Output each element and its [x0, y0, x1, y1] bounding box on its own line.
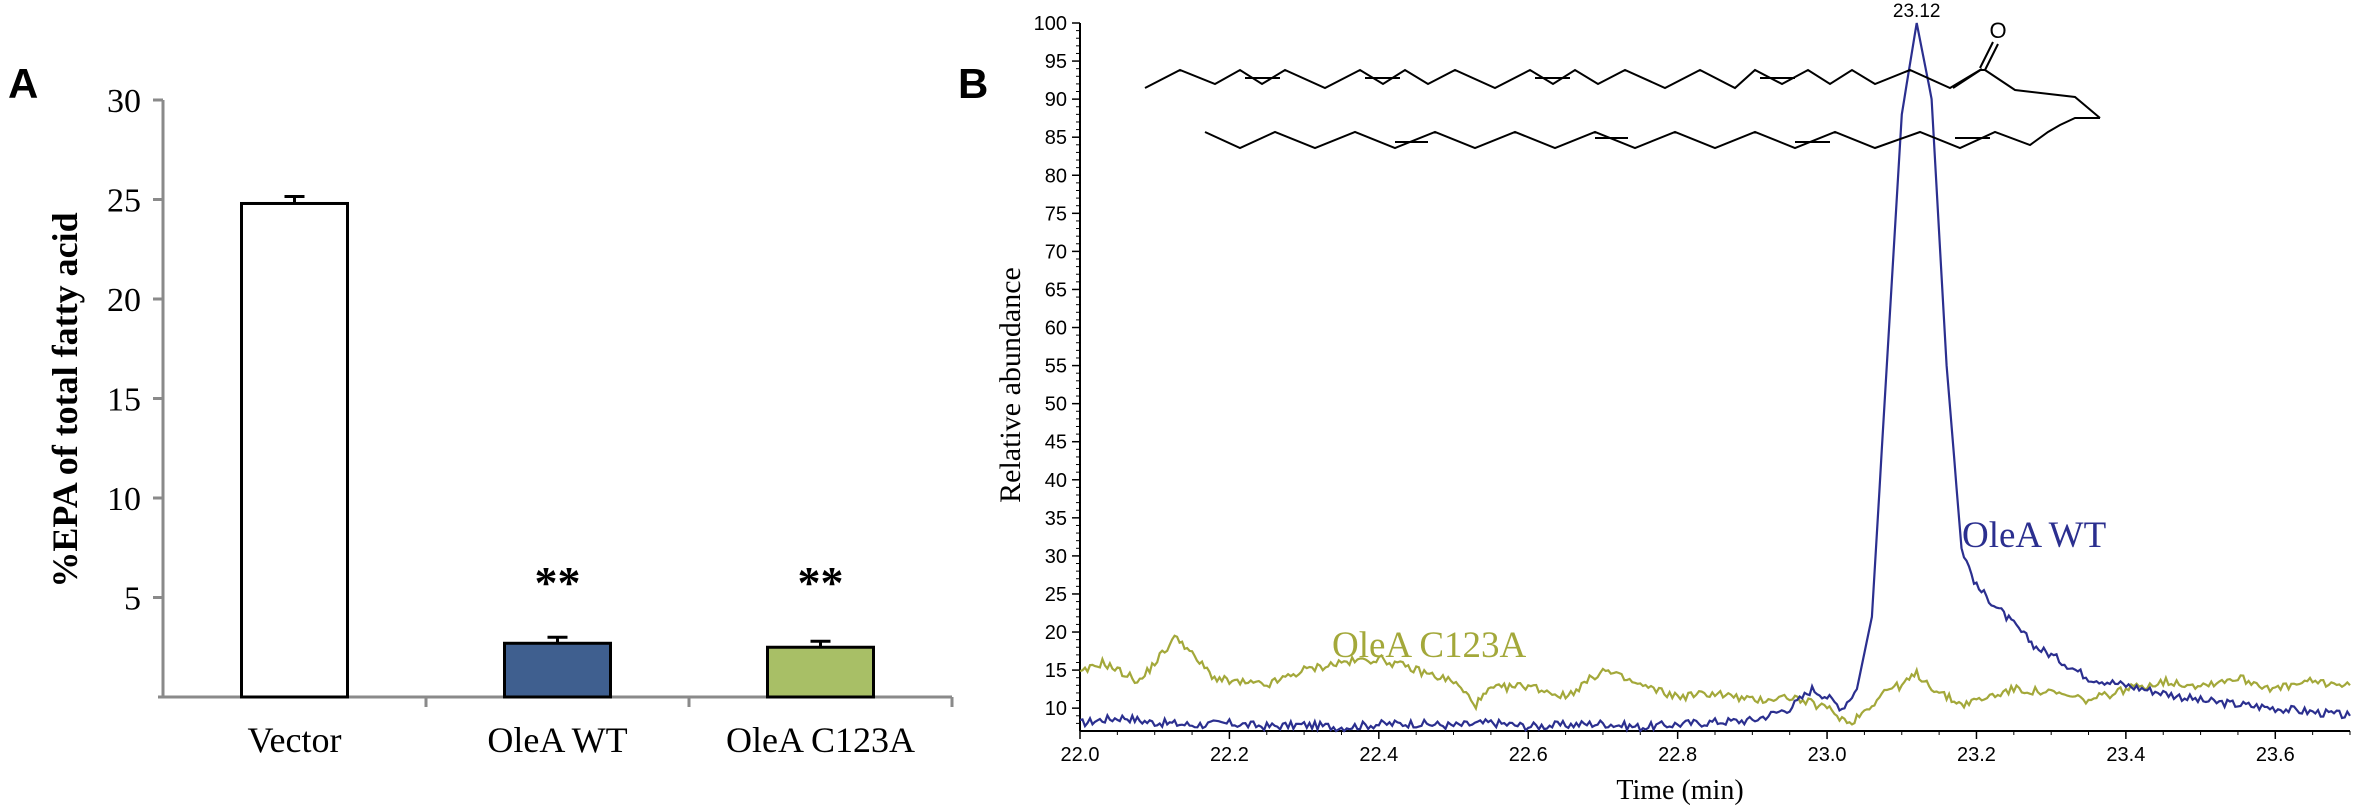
y-tick-label-b: 40: [1045, 470, 1067, 492]
peak-label: 23.12: [1893, 1, 1941, 22]
chemical-structure: [1144, 41, 2101, 150]
panel-b-label: B: [958, 60, 988, 107]
y-tick-label-b: 55: [1045, 356, 1067, 378]
y-tick-label-b: 95: [1045, 51, 1067, 73]
y-tick-label-a: 20: [107, 282, 141, 319]
y-tick-label-b: 90: [1045, 89, 1067, 111]
y-tick-label-a: 10: [107, 481, 141, 518]
category-label: OleA WT: [487, 720, 627, 760]
x-tick-label-b: 23.2: [1957, 744, 1996, 766]
x-tick-label-b: 22.0: [1061, 744, 1100, 766]
y-tick-label-a: 5: [124, 581, 141, 618]
panel-a-label: A: [8, 60, 38, 107]
significance-annotation: **: [535, 557, 581, 608]
x-axis-label-b: Time (min): [1616, 775, 1743, 806]
bar: [766, 645, 875, 699]
category-label: Vector: [248, 720, 342, 760]
y-tick-label-b: 70: [1045, 241, 1067, 263]
x-tick-label-b: 22.6: [1509, 744, 1548, 766]
series-line-olea-c123a: [1079, 634, 2351, 726]
y-tick-label-b: 50: [1045, 394, 1067, 416]
bar: [240, 201, 349, 699]
y-tick-label-b: 80: [1045, 165, 1067, 187]
y-tick-label-b: 15: [1045, 660, 1067, 682]
x-tick-label-b: 22.8: [1658, 744, 1697, 766]
significance-annotation: **: [798, 557, 844, 608]
y-tick-label-a: 25: [107, 183, 141, 220]
series-label-olea-wt: OleA WT: [1962, 515, 2106, 556]
bar-chart-panel-a: 5 10 15 20 25 30 Vector OleA WT OleA C123A ** **…: [45, 83, 954, 760]
line-chart-panel-b: 101520253035404550556065707580859095100 …: [994, 1, 2351, 806]
series-line-olea-wt: [1079, 22, 2351, 734]
y-tick-label-b: 10: [1045, 698, 1067, 720]
y-tick-label-b: 65: [1045, 279, 1067, 301]
x-tick-label-b: 22.2: [1210, 744, 1249, 766]
y-tick-label-b: 20: [1045, 622, 1067, 644]
y-tick-label-b: 35: [1045, 508, 1067, 530]
y-tick-label-b: 75: [1045, 203, 1067, 225]
y-tick-label-b: 85: [1045, 127, 1067, 149]
y-axis-label-b: Relative abundance: [994, 267, 1027, 503]
bar: [503, 641, 612, 699]
y-tick-label-b: 100: [1034, 13, 1067, 35]
y-tick-label-a: 15: [107, 382, 141, 419]
y-tick-label-b: 45: [1045, 432, 1067, 454]
x-tick-label-b: 23.6: [2256, 744, 2295, 766]
x-tick-label-b: 23.0: [1808, 744, 1847, 766]
x-tick-label-b: 23.4: [2106, 744, 2145, 766]
y-tick-label-b: 30: [1045, 546, 1067, 568]
structure-oxygen-label: O: [1989, 18, 2006, 43]
category-label: OleA C123A: [726, 720, 915, 760]
y-tick-label-b: 25: [1045, 584, 1067, 606]
y-tick-label-a: 30: [107, 83, 141, 120]
y-tick-label-b: 60: [1045, 318, 1067, 340]
x-tick-label-b: 22.4: [1359, 744, 1398, 766]
series-label-olea-c123a: OleA C123A: [1332, 625, 1527, 666]
y-axis-label-a: %EPA of total fatty acid: [45, 212, 85, 587]
